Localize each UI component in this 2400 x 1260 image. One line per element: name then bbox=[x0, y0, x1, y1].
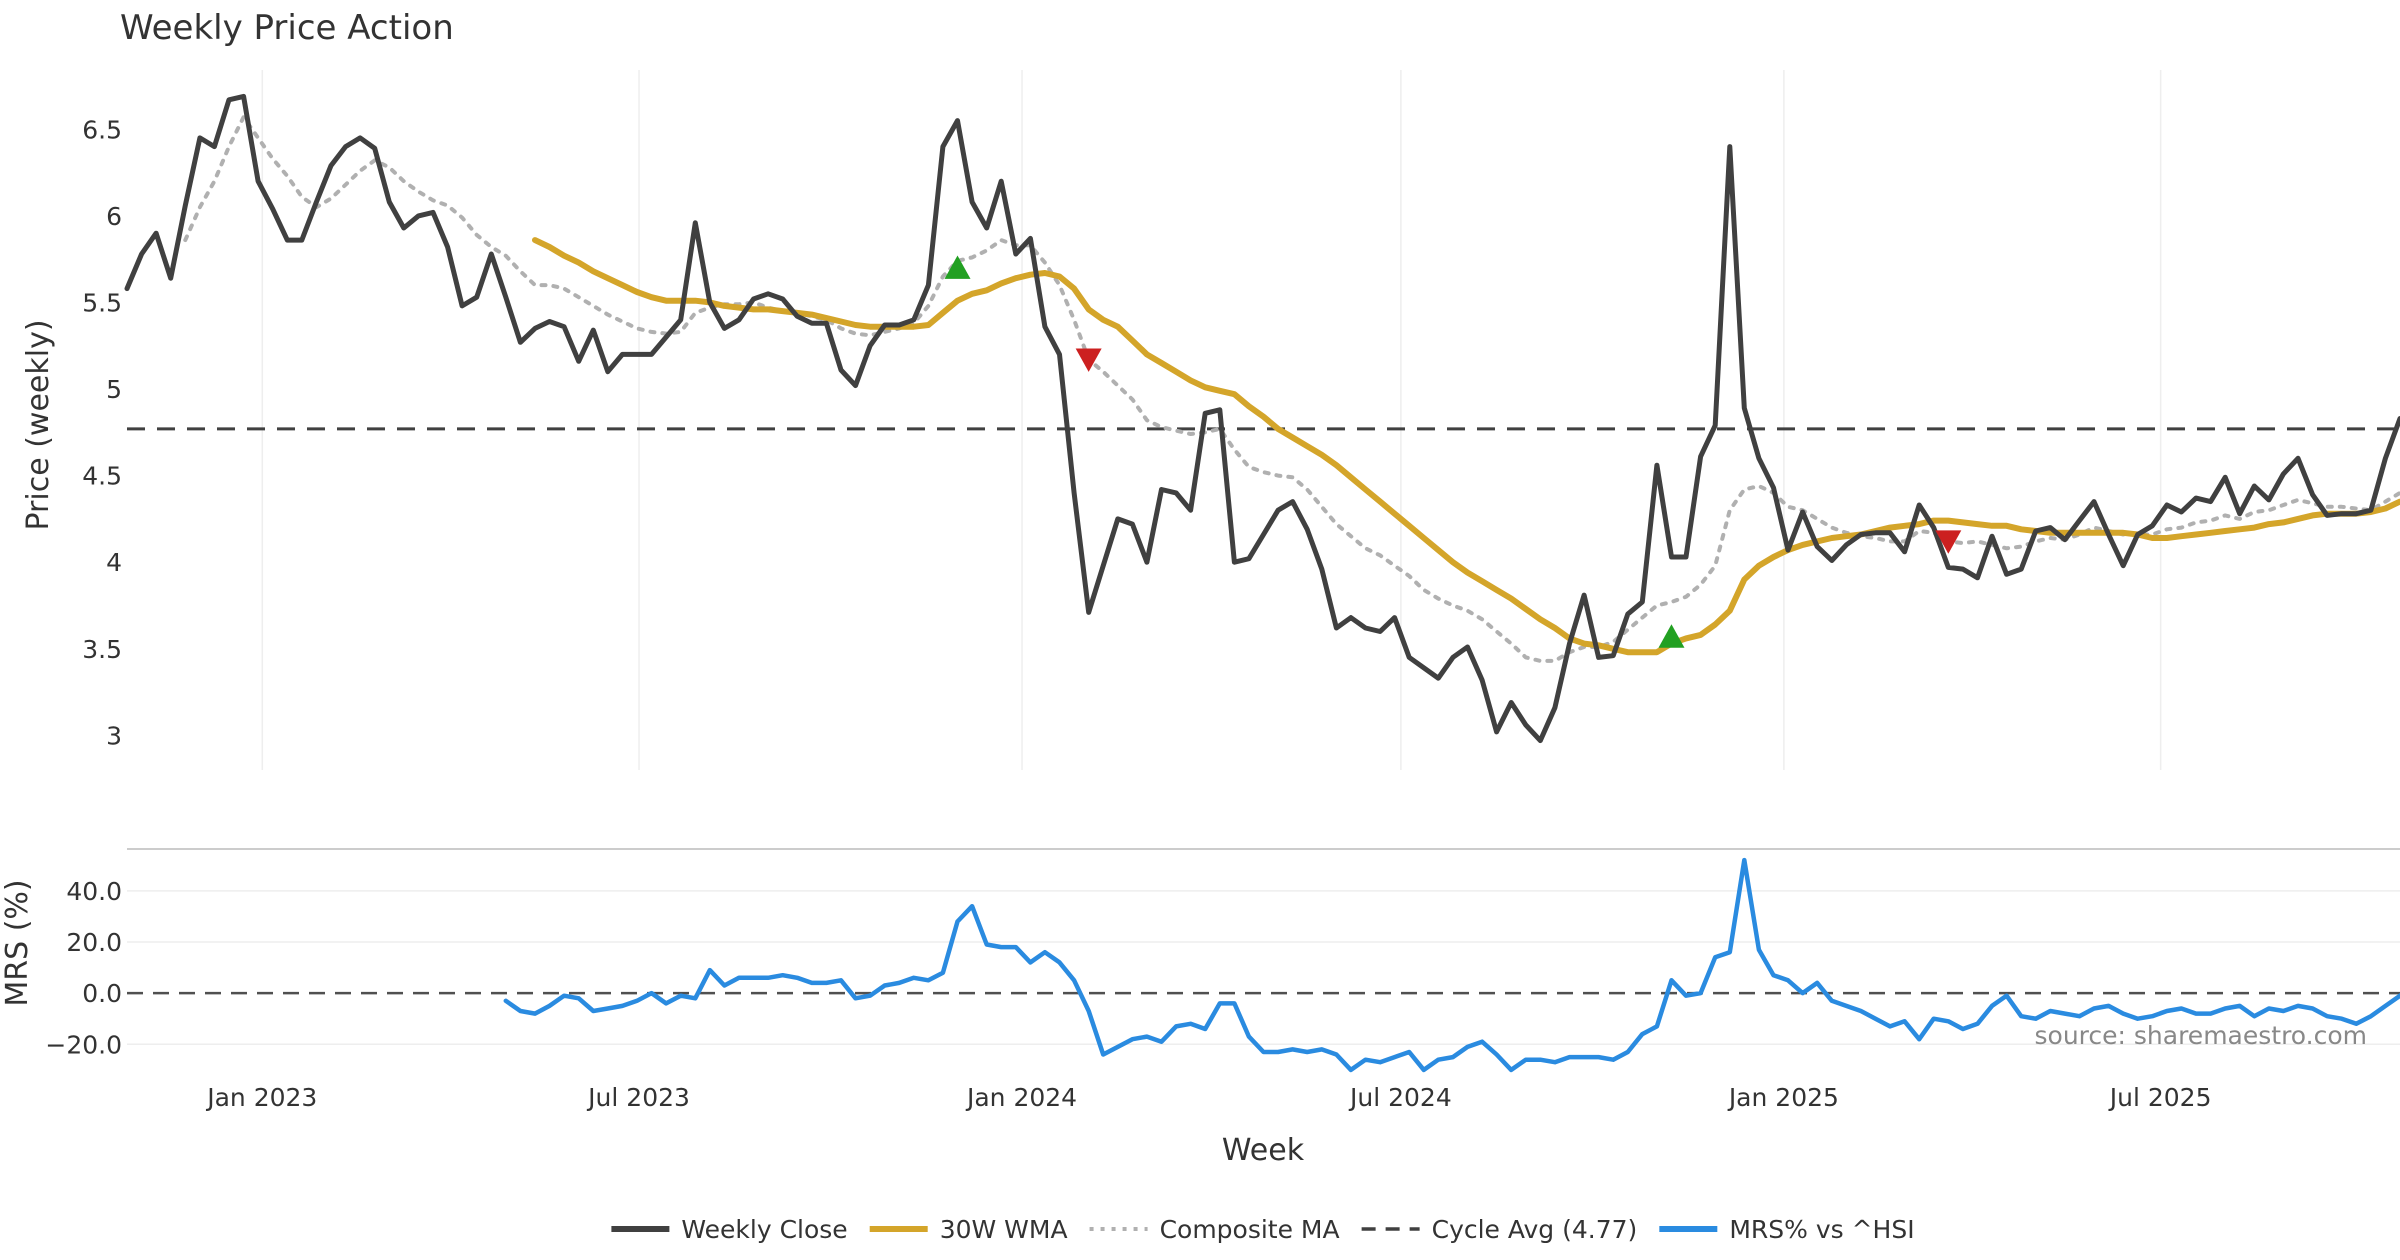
price-y-tick-labels: 3 3.5 4 4.5 5 5.5 6 6.5 bbox=[82, 115, 122, 750]
mrs-y-tick: −20.0 bbox=[45, 1030, 122, 1059]
signal-markers bbox=[944, 255, 1962, 648]
price-gridlines bbox=[261, 70, 2162, 770]
mrs-series-lines bbox=[127, 857, 2400, 1073]
mrs-y-tick-labels: 40.0 20.0 0.0 −20.0 bbox=[45, 877, 122, 1059]
legend-label: Weekly Close bbox=[681, 1215, 847, 1244]
composite-ma-line bbox=[183, 115, 2400, 663]
mrs-panel: 40.0 20.0 0.0 −20.0 MRS (%) source: sharema… bbox=[0, 857, 2400, 1073]
buy-signal-marker bbox=[944, 255, 971, 279]
price-y-tick: 4.5 bbox=[82, 462, 122, 491]
legend-label: MRS% vs ^HSI bbox=[1729, 1215, 1914, 1244]
price-y-tick: 5 bbox=[106, 375, 122, 404]
legend-label: Cycle Avg (4.77) bbox=[1432, 1215, 1638, 1244]
x-tick: Jan 2025 bbox=[1727, 1083, 1839, 1112]
legend-label: Composite MA bbox=[1160, 1215, 1340, 1244]
source-label: source: sharemaestro.com bbox=[2035, 1021, 2368, 1050]
price-y-tick: 4 bbox=[106, 548, 122, 577]
price-y-tick: 3.5 bbox=[82, 635, 122, 664]
x-tick-labels: Jan 2023 Jul 2023 Jan 2024 Jul 2024 Jan 2025… bbox=[205, 1083, 2211, 1112]
legend: Weekly Close 30W WMA Composite MA Cycle Avg… bbox=[611, 1215, 1915, 1244]
buy-signal-marker bbox=[1658, 624, 1685, 648]
price-y-tick: 6 bbox=[106, 202, 122, 231]
sell-signal-marker bbox=[1935, 530, 1962, 554]
price-y-tick: 5.5 bbox=[82, 288, 122, 317]
x-axis-label: Week bbox=[1222, 1133, 1305, 1168]
price-y-tick: 3 bbox=[106, 721, 122, 750]
price-y-axis-label: Price (weekly) bbox=[21, 319, 56, 530]
price-y-tick: 6.5 bbox=[82, 115, 122, 144]
weekly-close-line bbox=[124, 93, 2400, 744]
mrs-y-tick: 20.0 bbox=[66, 928, 122, 957]
x-tick: Jul 2025 bbox=[2108, 1083, 2212, 1112]
x-tick: Jan 2023 bbox=[205, 1083, 317, 1112]
mrs-gridlines bbox=[127, 890, 2400, 1046]
price-series-lines bbox=[124, 93, 2400, 744]
price-panel: 3 3.5 4 4.5 5 5.5 6 6.5 Price (weekly) bbox=[21, 70, 2400, 770]
mrs-y-tick: 0.0 bbox=[82, 979, 122, 1008]
x-tick: Jan 2024 bbox=[965, 1083, 1077, 1112]
mrs-y-axis-label: MRS (%) bbox=[0, 879, 35, 1006]
mrs-line bbox=[503, 857, 2400, 1073]
x-tick: Jul 2024 bbox=[1348, 1083, 1452, 1112]
sell-signal-marker bbox=[1075, 348, 1102, 372]
x-tick: Jul 2023 bbox=[586, 1083, 690, 1112]
legend-label: 30W WMA bbox=[940, 1215, 1068, 1244]
chart-title: Weekly Price Action bbox=[120, 8, 454, 48]
wma-30w-line bbox=[532, 237, 2400, 656]
mrs-y-tick: 40.0 bbox=[66, 877, 122, 906]
